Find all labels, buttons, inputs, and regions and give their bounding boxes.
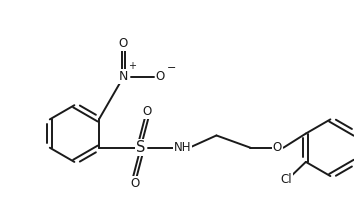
Text: O: O [119,37,128,50]
Text: −: − [166,63,176,73]
Text: Cl: Cl [280,173,292,186]
Text: O: O [156,70,165,83]
Text: O: O [130,177,140,190]
Text: N: N [119,70,128,83]
Text: O: O [273,141,282,154]
Text: NH: NH [174,141,191,154]
Text: O: O [142,105,151,118]
Text: S: S [136,140,145,155]
Text: +: + [128,61,136,71]
